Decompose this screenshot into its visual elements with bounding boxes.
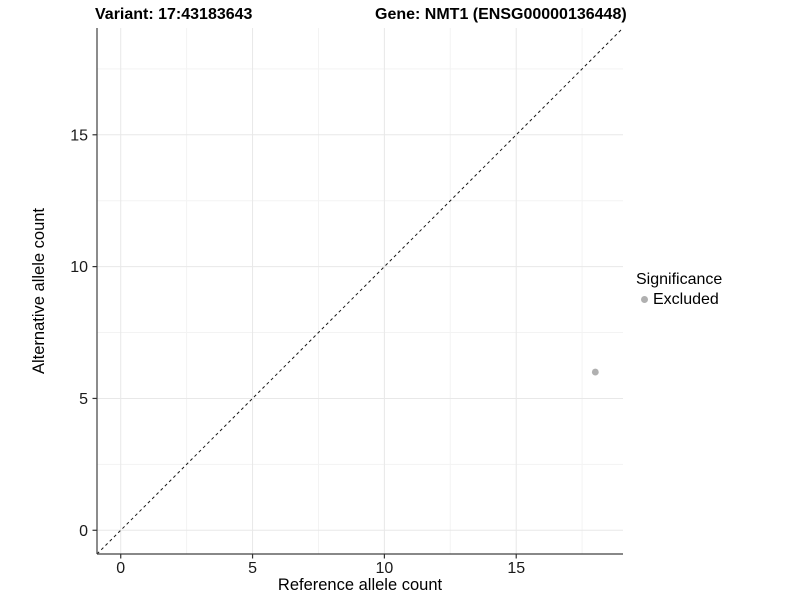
x-tick-label: 0: [116, 560, 125, 577]
legend: Significance Excluded: [636, 269, 722, 309]
gene-title: Gene: NMT1 (ENSG00000136448): [375, 6, 627, 23]
y-tick-label: 0: [79, 523, 88, 540]
excluded-point-icon: [641, 296, 648, 303]
legend-title: Significance: [636, 271, 723, 288]
y-axis-title: Alternative allele count: [30, 208, 48, 374]
x-axis-title: Reference allele count: [278, 576, 443, 594]
x-tick-label: 15: [507, 560, 525, 577]
legend-item-label: Excluded: [653, 291, 719, 308]
x-tick-label: 5: [248, 560, 257, 577]
y-tick-label: 10: [70, 259, 88, 276]
y-tick-label: 5: [79, 391, 88, 408]
x-tick-label: 10: [375, 560, 393, 577]
identity-dashed-line: [96, 27, 624, 555]
legend-item-excluded: Excluded: [636, 290, 722, 309]
y-tick-label: 15: [70, 127, 88, 144]
variant-title: Variant: 17:43183643: [95, 6, 253, 23]
data-point: [591, 368, 599, 376]
